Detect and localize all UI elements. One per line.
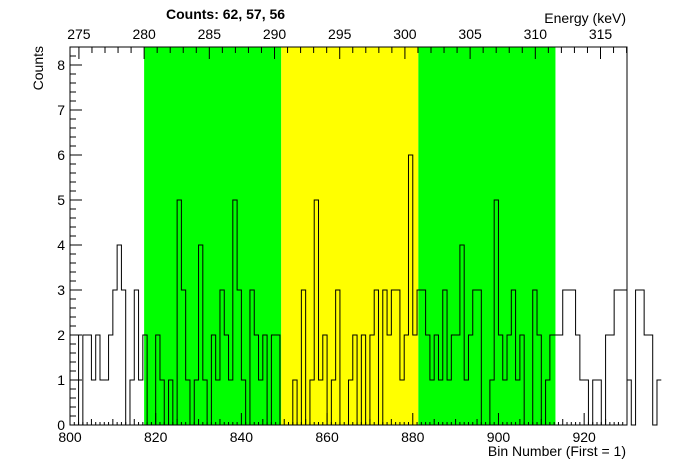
y-tick-label: 0 bbox=[57, 417, 65, 433]
top-tick-label: 280 bbox=[132, 26, 156, 42]
y-tick-label: 1 bbox=[57, 372, 65, 388]
top-tick-label: 295 bbox=[328, 26, 352, 42]
top-tick-label: 275 bbox=[67, 26, 91, 42]
region-0 bbox=[144, 47, 282, 425]
x-tick-label: 800 bbox=[58, 429, 82, 445]
x-tick-label: 840 bbox=[230, 429, 254, 445]
top-tick-label: 310 bbox=[524, 26, 548, 42]
histogram-series bbox=[70, 154, 662, 426]
top-tick-label: 300 bbox=[393, 26, 417, 42]
energy-regions bbox=[144, 47, 556, 425]
chart-title: Counts: 62, 57, 56 bbox=[166, 6, 285, 22]
x-tick-label: 820 bbox=[144, 429, 168, 445]
top-axis-label: Energy (keV) bbox=[544, 10, 626, 26]
x-tick-label: 920 bbox=[572, 429, 596, 445]
y-tick-label: 7 bbox=[57, 102, 65, 118]
y-tick-label: 2 bbox=[57, 327, 65, 343]
x-axis-label: Bin Number (First = 1) bbox=[488, 443, 626, 459]
top-tick-label: 315 bbox=[589, 26, 613, 42]
y-tick-label: 5 bbox=[57, 192, 65, 208]
y-tick-label: 3 bbox=[57, 282, 65, 298]
y-axis-label: Counts bbox=[30, 46, 46, 90]
top-tick-label: 290 bbox=[263, 26, 287, 42]
x-tick-label: 880 bbox=[401, 429, 425, 445]
y-tick-label: 4 bbox=[57, 237, 65, 253]
region-1 bbox=[281, 47, 419, 425]
y-tick-label: 8 bbox=[57, 57, 65, 73]
x-tick-label: 860 bbox=[315, 429, 339, 445]
y-tick-label: 6 bbox=[57, 147, 65, 163]
top-tick-label: 305 bbox=[458, 26, 482, 42]
histogram-line bbox=[70, 154, 662, 426]
x-tick-label: 900 bbox=[487, 429, 511, 445]
top-tick-label: 285 bbox=[198, 26, 222, 42]
